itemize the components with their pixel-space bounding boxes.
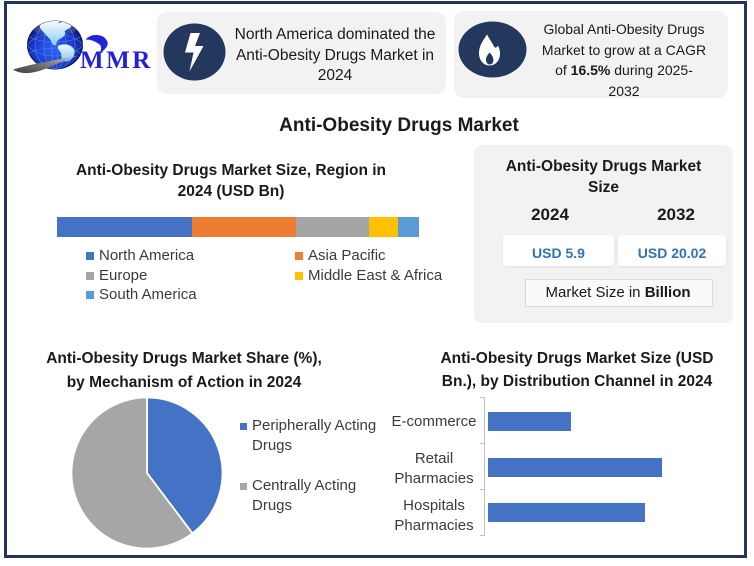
svg-text:MMR: MMR [80, 47, 153, 74]
